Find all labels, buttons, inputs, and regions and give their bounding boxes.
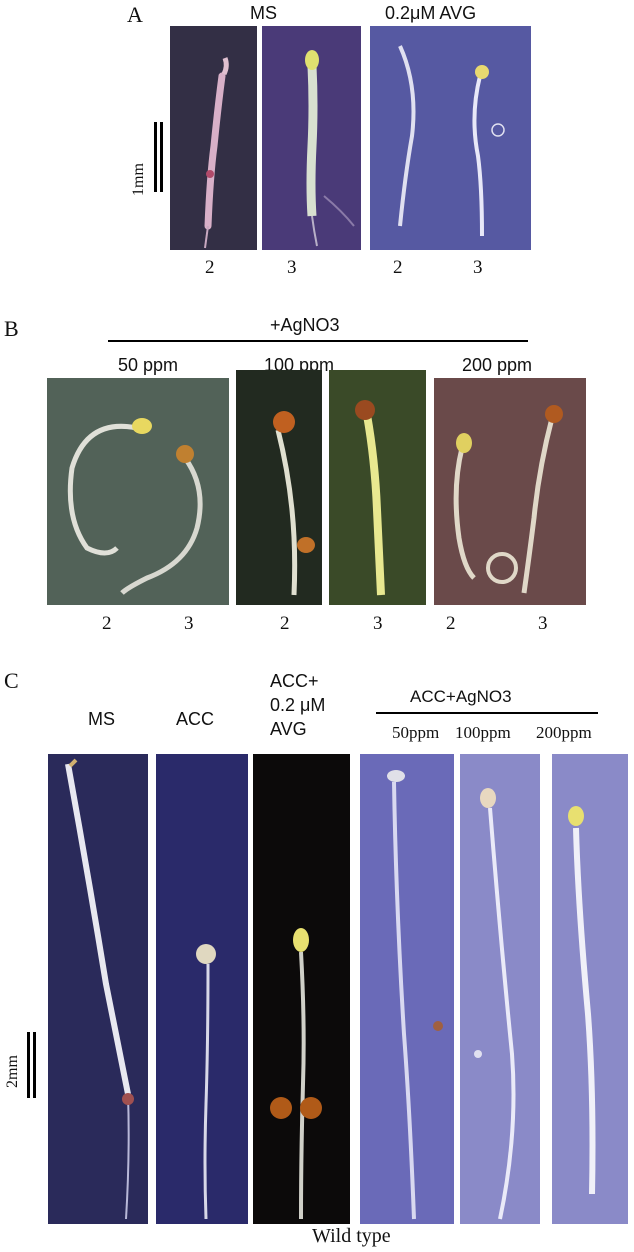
panel-a-photo-ms-stage3 xyxy=(262,26,361,250)
panel-c-photo-agno3-100ppm xyxy=(460,754,540,1224)
panel-c-conc-label: 50ppm xyxy=(392,723,440,742)
panel-c-scale-label: 2mm xyxy=(4,1055,21,1088)
panel-c-scale-bar xyxy=(27,1032,30,1098)
panel-a-scale-bar-2 xyxy=(160,122,163,192)
panel-c-header-acc-avg-line2: 0.2 μM xyxy=(270,695,326,715)
panel-a-scale-label: 1mm xyxy=(130,163,147,196)
panel-a-stage-label: 3 xyxy=(287,257,297,278)
panel-b-photo-100ppm-stage2 xyxy=(236,370,322,605)
panel-c-footer: Wild type xyxy=(312,1225,391,1247)
panel-c-photo-agno3-50ppm xyxy=(360,754,454,1224)
panel-b-photo-50ppm xyxy=(47,378,229,605)
panel-c-photo-ms xyxy=(48,754,148,1224)
panel-b-conc-label: 100 ppm xyxy=(264,355,335,375)
panel-b-stage-label: 3 xyxy=(538,613,548,634)
panel-c-photo-acc-avg xyxy=(253,754,350,1224)
panel-c-header-acc-avg-line3: AVG xyxy=(270,719,307,739)
panel-a-header-ms: MS xyxy=(250,3,277,23)
panel-c-header-ms: MS xyxy=(88,709,115,729)
panel-c-photo-acc xyxy=(156,754,248,1224)
panel-a-scale-bar xyxy=(154,122,157,192)
panel-c-header-line xyxy=(376,712,598,714)
panel-b-letter: B xyxy=(4,316,19,341)
panel-a-photo-avg xyxy=(370,26,531,250)
panel-c-header-acc: ACC xyxy=(176,709,215,729)
panel-b-stage-label: 2 xyxy=(102,613,112,634)
panel-b-photo-100ppm-stage3 xyxy=(329,370,426,605)
panel-b-header-line xyxy=(108,340,528,342)
panel-a-letter: A xyxy=(127,2,143,27)
panel-a-stage-label: 3 xyxy=(473,257,483,278)
panel-b-header: +AgNO3 xyxy=(270,315,340,335)
panel-b-stage-label: 2 xyxy=(280,613,290,634)
panel-c-scale-bar-2 xyxy=(33,1032,36,1098)
panel-b-stage-label: 3 xyxy=(373,613,383,634)
panel-c-header-agno3: ACC+AgNO3 xyxy=(410,687,512,706)
panel-c-letter: C xyxy=(4,668,19,693)
panel-b-photo-200ppm xyxy=(434,378,586,605)
panel-c-photo-agno3-200ppm xyxy=(552,754,628,1224)
panel-c-conc-label: 100ppm xyxy=(455,723,511,742)
panel-c-conc-label: 200ppm xyxy=(536,723,592,742)
panel-a-stage-label: 2 xyxy=(205,257,215,278)
panel-b-conc-label: 200 ppm xyxy=(462,355,533,375)
panel-c-header-acc-avg-line1: ACC+ xyxy=(270,671,319,691)
panel-b-stage-label: 3 xyxy=(184,613,194,634)
panel-a-stage-label: 2 xyxy=(393,257,403,278)
panel-a-header-avg: 0.2μM AVG xyxy=(385,3,477,23)
panel-b-conc-label: 50 ppm xyxy=(118,355,179,375)
panel-a-photo-ms-stage2 xyxy=(170,26,257,250)
panel-b-stage-label: 2 xyxy=(446,613,456,634)
